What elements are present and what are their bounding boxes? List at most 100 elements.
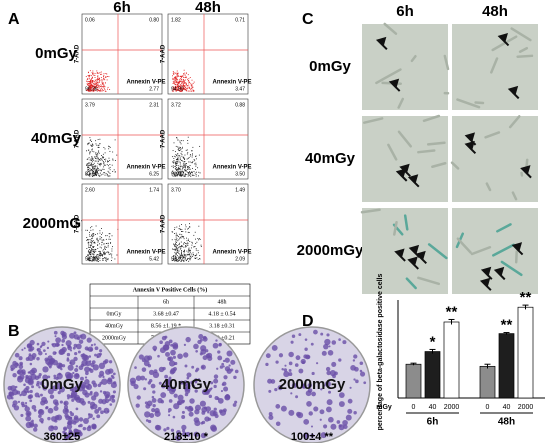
dot xyxy=(176,248,178,250)
quadrant-value: 2.77 xyxy=(149,86,159,92)
dot xyxy=(180,169,182,171)
dot xyxy=(93,242,95,244)
colony xyxy=(347,408,353,414)
dot xyxy=(188,90,190,92)
quadrant-value: 1.74 xyxy=(149,187,159,193)
dot xyxy=(193,234,195,236)
dot xyxy=(99,250,101,252)
dot xyxy=(98,163,100,165)
dot xyxy=(181,88,183,90)
dot xyxy=(188,247,190,249)
dot xyxy=(91,157,93,159)
cell xyxy=(490,57,499,74)
colony xyxy=(176,401,182,406)
dot xyxy=(96,70,98,72)
dot xyxy=(189,87,191,89)
colony xyxy=(155,424,162,431)
dot xyxy=(193,89,194,91)
dot xyxy=(179,79,181,81)
colony xyxy=(288,361,293,366)
dot xyxy=(90,252,92,254)
dot xyxy=(89,241,91,243)
arrow xyxy=(375,36,388,51)
dot xyxy=(100,253,102,255)
dot xyxy=(176,174,178,176)
dot xyxy=(194,255,196,256)
dot xyxy=(91,72,93,73)
dot xyxy=(95,225,97,227)
colony xyxy=(151,395,155,399)
dot xyxy=(191,83,193,85)
dot xyxy=(90,82,92,84)
dot xyxy=(186,88,187,90)
colony xyxy=(221,362,225,366)
dot xyxy=(95,256,97,258)
dot xyxy=(91,82,93,84)
colony xyxy=(176,430,181,435)
colony xyxy=(288,409,295,416)
colony xyxy=(152,345,158,351)
dot xyxy=(191,241,193,243)
dot xyxy=(92,165,94,167)
dot xyxy=(91,246,93,248)
dot xyxy=(190,83,192,85)
colony xyxy=(66,358,70,362)
colony xyxy=(311,391,316,397)
cell xyxy=(375,68,402,85)
dot xyxy=(90,75,92,77)
dot xyxy=(93,246,95,247)
dot xyxy=(91,248,93,250)
dot xyxy=(200,244,202,246)
dot xyxy=(188,166,190,168)
dot xyxy=(178,148,180,150)
table-cell: 8.56 ±1.19 * xyxy=(151,323,181,329)
dot xyxy=(89,175,91,177)
dot xyxy=(181,90,183,92)
dot xyxy=(189,82,191,83)
dot xyxy=(198,154,200,156)
dot xyxy=(103,147,105,148)
dot xyxy=(105,73,107,75)
dot xyxy=(178,246,180,248)
colony xyxy=(88,413,93,419)
dot xyxy=(93,251,95,253)
dot xyxy=(180,90,181,92)
dot xyxy=(180,90,182,92)
dot xyxy=(97,172,98,174)
dot xyxy=(90,250,92,252)
colony xyxy=(195,367,200,371)
dot xyxy=(101,159,103,161)
dot xyxy=(184,170,186,172)
dot xyxy=(186,149,188,151)
flow-plot xyxy=(167,98,249,180)
colony xyxy=(193,431,199,437)
dot xyxy=(198,239,199,241)
dot xyxy=(91,242,92,244)
arrow xyxy=(493,266,506,281)
dot xyxy=(108,167,110,169)
colony xyxy=(151,408,156,413)
dot xyxy=(102,259,103,261)
dot xyxy=(109,238,111,240)
dot xyxy=(94,260,96,262)
dot xyxy=(183,82,185,84)
dot xyxy=(88,260,90,262)
colony xyxy=(73,396,78,401)
dot xyxy=(95,171,97,172)
table-cell: 3.58 ±0.21 xyxy=(209,335,235,341)
colony xyxy=(291,382,297,389)
dot xyxy=(89,244,91,246)
dot xyxy=(114,258,116,260)
row-label: 40mGy xyxy=(305,150,356,167)
table-cell: 3.18 ±0.31 xyxy=(209,323,235,329)
colony xyxy=(210,424,217,431)
dot xyxy=(199,258,201,260)
dot xyxy=(196,257,198,259)
dot xyxy=(195,238,196,240)
dot xyxy=(96,256,97,258)
dot xyxy=(87,167,89,169)
dot xyxy=(179,155,181,157)
dot xyxy=(107,86,109,88)
dot xyxy=(172,78,174,80)
